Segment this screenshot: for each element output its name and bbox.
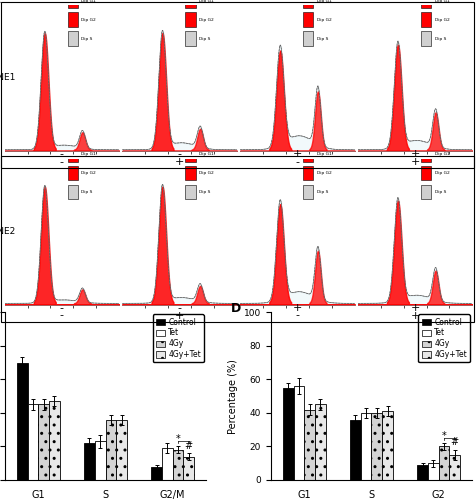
Bar [381, 411, 392, 480]
Bar [116, 420, 127, 480]
Bar [17, 362, 28, 480]
Bar [84, 443, 95, 480]
FancyBboxPatch shape [302, 166, 313, 180]
Text: -: - [295, 310, 299, 320]
Y-axis label: Percentage (%): Percentage (%) [228, 358, 238, 434]
Text: +: + [292, 303, 301, 313]
Bar [28, 404, 38, 480]
FancyBboxPatch shape [420, 12, 430, 27]
Text: -: - [60, 303, 64, 313]
Bar [360, 413, 371, 480]
Text: *: * [175, 434, 180, 444]
Text: Dip G1: Dip G1 [81, 0, 96, 2]
FancyBboxPatch shape [420, 0, 430, 8]
Bar [304, 410, 315, 480]
Text: *: * [441, 430, 446, 440]
Bar [49, 401, 60, 480]
Bar [183, 456, 194, 480]
FancyBboxPatch shape [302, 185, 313, 200]
Bar [349, 420, 360, 480]
Text: Dip S: Dip S [434, 36, 445, 40]
FancyBboxPatch shape [185, 185, 195, 200]
FancyBboxPatch shape [420, 147, 430, 162]
Legend: Control, Tet, 4Gy, 4Gy+Tet: Control, Tet, 4Gy, 4Gy+Tet [417, 314, 469, 362]
Text: Dip G2: Dip G2 [316, 18, 331, 21]
Text: Dip G2: Dip G2 [81, 171, 96, 175]
Text: +: + [409, 150, 419, 160]
FancyBboxPatch shape [302, 147, 313, 162]
Text: Dip G1: Dip G1 [316, 0, 331, 2]
Text: Dip G1: Dip G1 [434, 0, 448, 2]
Text: Dip G2: Dip G2 [198, 18, 213, 21]
Bar [416, 465, 427, 480]
Text: CNE1: CNE1 [0, 74, 15, 82]
FancyBboxPatch shape [185, 147, 195, 162]
FancyBboxPatch shape [185, 12, 195, 27]
Bar [448, 455, 459, 480]
Text: Dip S: Dip S [81, 36, 92, 40]
Text: Dip S: Dip S [81, 190, 92, 194]
Text: Dip S: Dip S [316, 190, 327, 194]
Bar [38, 404, 49, 480]
FancyBboxPatch shape [420, 166, 430, 180]
Bar [105, 420, 116, 480]
Text: Dip G1: Dip G1 [434, 152, 448, 156]
FancyBboxPatch shape [185, 32, 195, 46]
Text: Dip G1: Dip G1 [316, 152, 331, 156]
FancyBboxPatch shape [302, 0, 313, 8]
Text: Dip G1: Dip G1 [198, 0, 213, 2]
Bar [315, 404, 325, 480]
Legend: Control, Tet, 4Gy, 4Gy+Tet: Control, Tet, 4Gy, 4Gy+Tet [152, 314, 204, 362]
FancyBboxPatch shape [420, 32, 430, 46]
Text: Dip G2: Dip G2 [316, 171, 331, 175]
FancyBboxPatch shape [185, 166, 195, 180]
FancyBboxPatch shape [68, 166, 78, 180]
Bar [95, 442, 105, 480]
Text: Dip S: Dip S [434, 190, 445, 194]
Text: +: + [409, 310, 419, 320]
Text: +: + [175, 157, 184, 167]
Text: Dip G2: Dip G2 [198, 171, 213, 175]
Text: +: + [409, 157, 419, 167]
Text: +: + [409, 303, 419, 313]
Text: CNE2: CNE2 [0, 227, 15, 236]
Bar [151, 466, 161, 480]
Text: -: - [60, 310, 64, 320]
FancyBboxPatch shape [68, 12, 78, 27]
Text: Dip S: Dip S [316, 36, 327, 40]
Bar [172, 450, 183, 480]
FancyBboxPatch shape [420, 185, 430, 200]
Text: -: - [295, 157, 299, 167]
Text: +: + [292, 150, 301, 160]
Text: -: - [60, 157, 64, 167]
Text: Dip G2: Dip G2 [434, 171, 448, 175]
Text: #: # [184, 440, 192, 450]
Text: Dip G2: Dip G2 [434, 18, 448, 21]
Bar [427, 463, 438, 480]
Bar [282, 388, 293, 480]
Bar [371, 413, 381, 480]
Text: Dip G1: Dip G1 [81, 152, 96, 156]
Text: -: - [60, 150, 64, 160]
Text: +: + [175, 310, 184, 320]
FancyBboxPatch shape [68, 185, 78, 200]
Text: -: - [177, 150, 181, 160]
FancyBboxPatch shape [68, 0, 78, 8]
Text: D: D [230, 302, 240, 315]
Text: Dip S: Dip S [198, 190, 210, 194]
Bar [438, 446, 448, 480]
Bar [161, 448, 172, 480]
FancyBboxPatch shape [302, 32, 313, 46]
Text: #: # [450, 438, 458, 448]
Text: -: - [177, 303, 181, 313]
Text: Dip G1: Dip G1 [198, 152, 213, 156]
FancyBboxPatch shape [68, 32, 78, 46]
FancyBboxPatch shape [185, 0, 195, 8]
Text: Dip S: Dip S [198, 36, 210, 40]
FancyBboxPatch shape [302, 12, 313, 27]
Text: Dip G2: Dip G2 [81, 18, 96, 21]
Bar [293, 386, 304, 480]
FancyBboxPatch shape [68, 147, 78, 162]
